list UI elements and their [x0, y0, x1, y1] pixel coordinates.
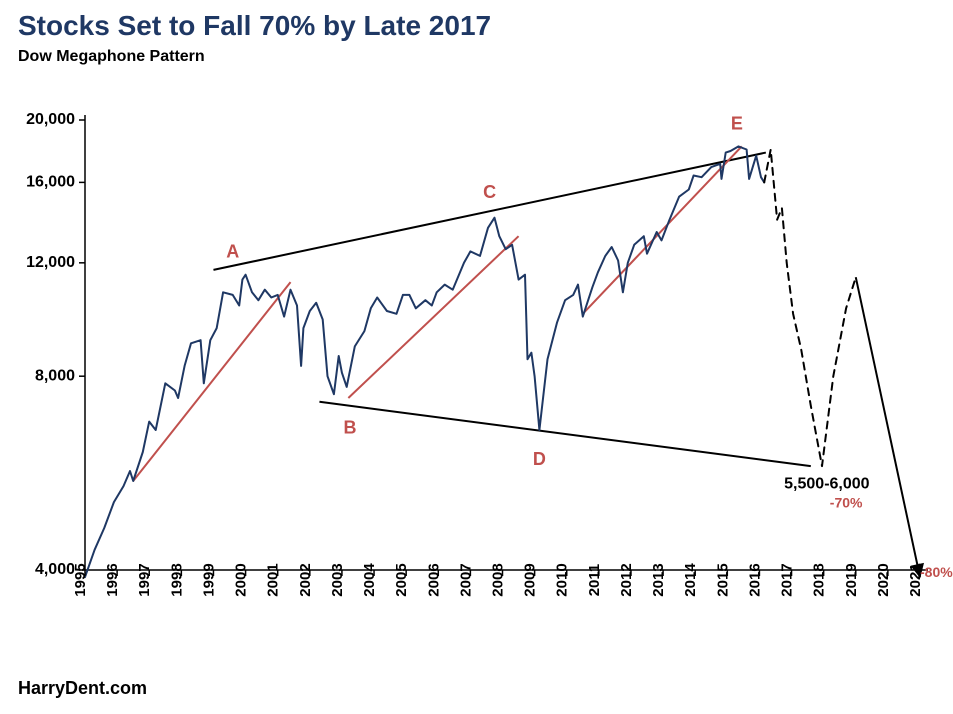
wave-label-a: A [226, 242, 239, 262]
trendline-megaphone-top [213, 153, 765, 270]
labels-group: A B C D E 5,500-6,000 -70% -80% [226, 113, 953, 580]
x-tick-label: 2008 [490, 563, 507, 596]
drop-arrow-line [856, 277, 920, 577]
chart-container: A B C D E 5,500-6,000 -70% -80% 4,000 8,000 12,00… [0, 80, 953, 660]
series-group [85, 146, 856, 577]
x-tick-label: 2009 [522, 563, 539, 596]
x-tick-label: 1999 [200, 563, 217, 596]
xticks-group: 1995 1996 1997 1998 1999 2000 2001 2002 2003 2004… [72, 563, 924, 597]
y-tick-label: 8,000 [35, 367, 75, 384]
trendline-rally-3 [583, 146, 742, 313]
annotation-target_range: 5,500-6,000 [784, 476, 870, 493]
x-tick-label: 2018 [811, 563, 828, 596]
trendline-megaphone-bottom [319, 402, 810, 466]
x-tick-label: 2020 [875, 563, 892, 596]
axes-group [85, 115, 928, 570]
annotation-final_pct: -80% [920, 564, 953, 580]
page-subtitle: Dow Megaphone Pattern [18, 48, 205, 66]
wave-label-c: C [483, 182, 496, 202]
series-projection-dashed- [764, 150, 856, 467]
x-tick-label: 2001 [265, 563, 282, 596]
y-tick-label: 12,000 [26, 254, 75, 271]
trendline-rally-1 [133, 282, 290, 481]
x-tick-label: 2010 [554, 563, 571, 596]
x-tick-label: 2007 [457, 563, 474, 596]
x-tick-label: 1995 [72, 563, 89, 596]
x-tick-label: 2013 [650, 563, 667, 596]
x-tick-label: 2000 [233, 563, 250, 596]
page-title: Stocks Set to Fall 70% by Late 2017 [18, 10, 491, 42]
attribution-text: HarryDent.com [18, 678, 147, 699]
x-tick-label: 1996 [104, 563, 121, 596]
x-tick-label: 2006 [425, 563, 442, 596]
x-tick-label: 2003 [329, 563, 346, 596]
arrow-group [856, 277, 924, 577]
wave-label-e: E [731, 113, 743, 133]
series-dow-jones-historical- [85, 146, 764, 577]
x-tick-label: 2005 [393, 563, 410, 596]
x-tick-label: 2002 [297, 563, 314, 596]
chart-svg: A B C D E 5,500-6,000 -70% -80% 4,000 8,000 12,00… [0, 80, 953, 660]
x-tick-label: 2011 [586, 564, 603, 597]
x-tick-label: 2019 [843, 563, 860, 596]
trendlines-group [133, 146, 811, 481]
trendline-rally-2 [348, 236, 518, 398]
x-tick-label: 1998 [168, 563, 185, 596]
wave-label-d: D [533, 449, 546, 469]
x-tick-label: 2016 [746, 563, 763, 596]
x-tick-label: 2021 [907, 563, 924, 596]
x-tick-label: 2004 [361, 563, 378, 597]
x-tick-label: 1997 [136, 563, 153, 596]
y-tick-label: 16,000 [26, 174, 75, 191]
wave-label-b: B [343, 418, 356, 438]
yticks-group: 4,000 8,000 12,000 16,000 20,000 [26, 111, 85, 578]
annotation-target_pct: -70% [830, 495, 863, 511]
x-tick-label: 2012 [618, 563, 635, 596]
x-tick-label: 2017 [779, 563, 796, 596]
y-tick-label: 4,000 [35, 561, 75, 578]
x-tick-label: 2014 [682, 563, 699, 597]
y-tick-label: 20,000 [26, 111, 75, 128]
x-tick-label: 2015 [714, 563, 731, 596]
